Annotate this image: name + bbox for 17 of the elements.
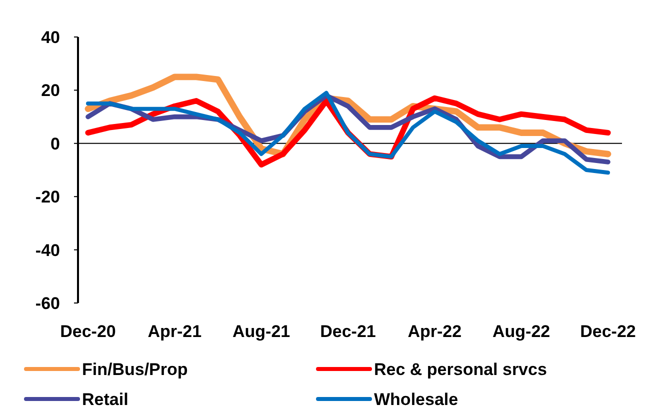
- x-tick-label: Aug-22: [492, 322, 550, 341]
- y-tick-label: 20: [41, 81, 60, 100]
- y-tick-label: 40: [41, 28, 60, 47]
- y-tick-label: -40: [35, 240, 60, 260]
- x-tick-label: Aug-21: [232, 322, 290, 341]
- legend-label: Retail: [82, 390, 128, 409]
- legend-label: Fin/Bus/Prop: [82, 360, 188, 379]
- y-tick-label: -60: [35, 294, 60, 313]
- y-tick-label: 0: [50, 134, 60, 154]
- y-tick-label: -20: [35, 188, 60, 207]
- legend-label: Wholesale: [374, 390, 458, 409]
- x-tick-label: Apr-22: [408, 322, 462, 341]
- x-tick-label: Dec-22: [580, 322, 636, 341]
- legend-label: Rec & personal srvcs: [374, 360, 547, 379]
- x-tick-label: Dec-20: [60, 322, 116, 341]
- x-tick-label: Apr-21: [148, 322, 202, 341]
- x-tick-label: Dec-21: [320, 322, 376, 341]
